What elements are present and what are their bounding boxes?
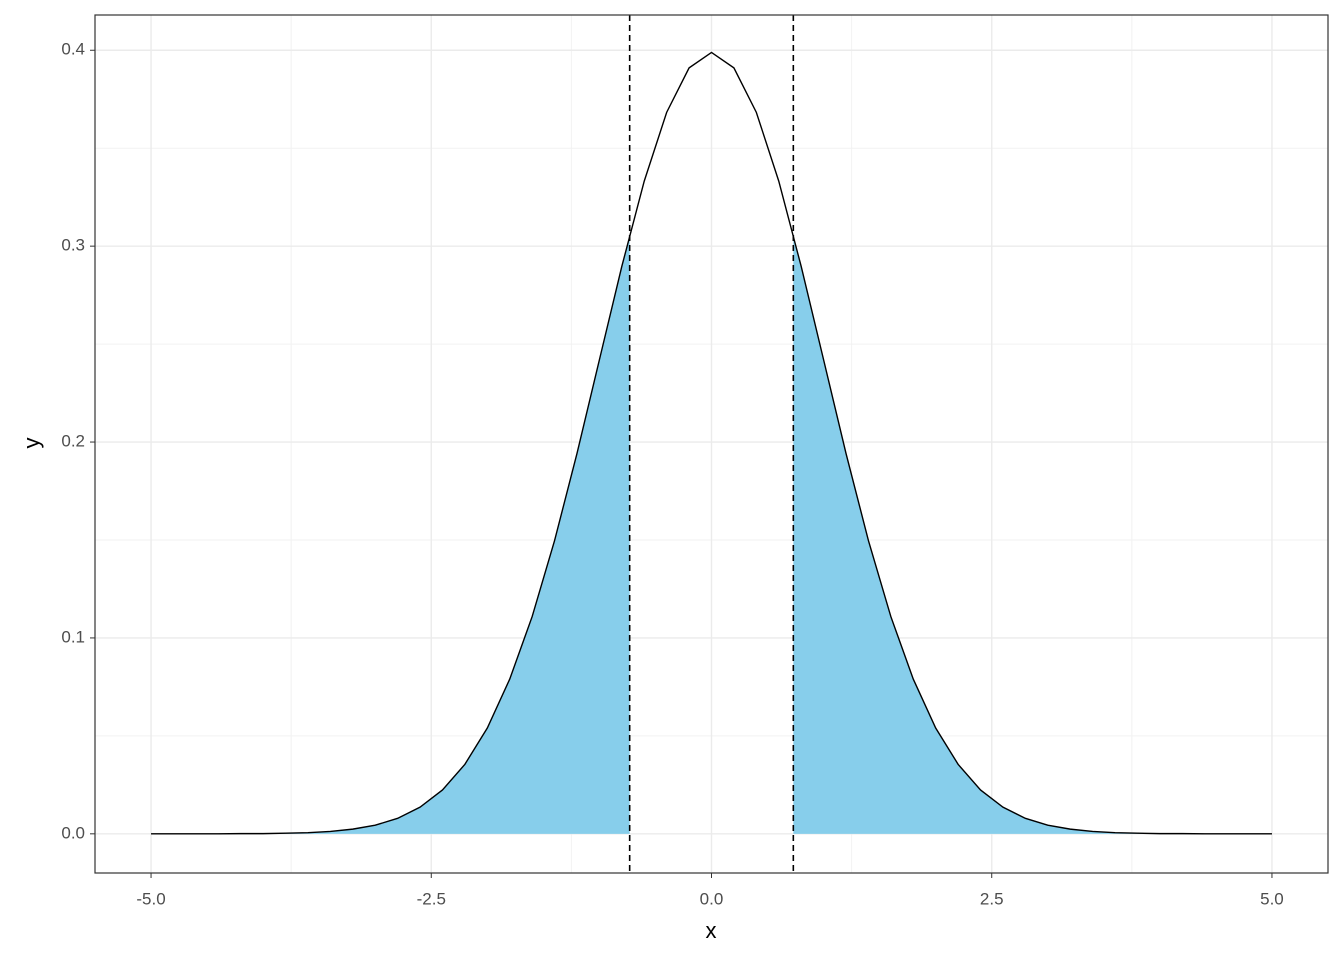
x-tick-label: 5.0 <box>1260 889 1284 908</box>
y-tick-label: 0.4 <box>61 40 85 59</box>
x-tick-label: 2.5 <box>980 889 1004 908</box>
x-tick-label: -2.5 <box>417 889 446 908</box>
panel-border <box>94 14 1329 874</box>
y-tick-label: 0.1 <box>61 627 85 646</box>
y-tick-label: 0.2 <box>61 432 85 451</box>
y-axis-title: y <box>19 438 44 449</box>
shaded-area <box>793 235 1272 834</box>
x-tick-label: 0.0 <box>700 889 724 908</box>
x-tick-label: -5.0 <box>136 889 165 908</box>
x-axis-title: x <box>706 918 717 943</box>
shaded-area <box>151 235 630 834</box>
density-curve <box>151 51 1272 835</box>
y-tick-label: 0.3 <box>61 236 85 255</box>
y-tick-label: 0.0 <box>61 823 85 842</box>
